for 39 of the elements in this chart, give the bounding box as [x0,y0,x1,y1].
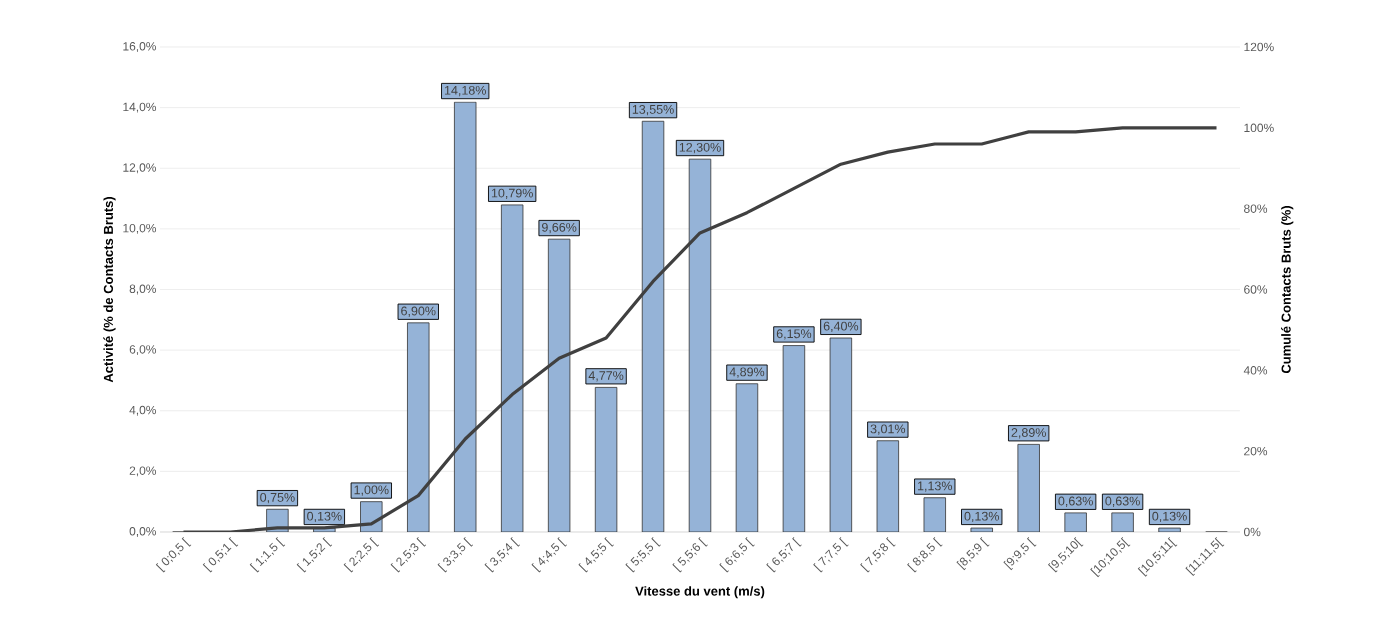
y-tick-label: 8,0% [129,284,157,295]
y-tick-label: 10,0% [123,223,157,234]
y-tick-label: 4,0% [129,405,157,416]
y-tick-label: 2,0% [129,466,157,477]
x-axis-title: Vitesse du vent (m/s) [635,586,765,599]
data-label: 2,89% [1011,428,1046,439]
data-label: 0,13% [307,511,342,523]
data-label: 10,79% [491,188,533,199]
y-tick-label: 16,0% [123,42,157,52]
data-label: 9,66% [541,222,577,234]
data-label: 1,13% [918,481,953,492]
y2-tick-label: 0% [1243,527,1261,537]
data-label: 1,00% [354,485,389,496]
data-label: 0,63% [1058,496,1093,507]
data-label: 0,13% [964,511,999,523]
data-label: 12,30% [679,142,721,154]
data-label: 6,90% [401,306,436,317]
y-tick-label: 14,0% [123,102,157,113]
data-label: 4,77% [588,371,624,382]
y-tick-label: 0,0% [129,527,157,537]
y2-tick-label: 80% [1244,204,1268,213]
data-label: 13,55% [632,104,674,116]
data-label: 3,01% [870,424,906,435]
y2-tick-label: 60% [1244,285,1268,294]
data-label: 0,75% [260,492,295,504]
y2-axis-title: Cumulé Contacts Bruts (%) [1281,206,1294,374]
y-axis-title: Activité (% de Contacts Bruts) [103,196,116,383]
y2-tick-label: 120% [1244,42,1274,52]
y2-tick-label: 100% [1244,123,1274,133]
data-label: 14,18% [444,85,486,97]
y2-tick-label: 40% [1243,366,1268,375]
y-tick-label: 12,0% [123,163,157,174]
data-label: 0,63% [1105,496,1140,507]
data-label: 0,13% [1152,511,1187,523]
data-label: 6,40% [823,321,859,333]
y-tick-label: 6,0% [129,345,157,356]
y2-tick-label: 20% [1244,446,1268,456]
data-label: 4,89% [729,367,765,378]
data-label: 6,15% [776,329,812,340]
